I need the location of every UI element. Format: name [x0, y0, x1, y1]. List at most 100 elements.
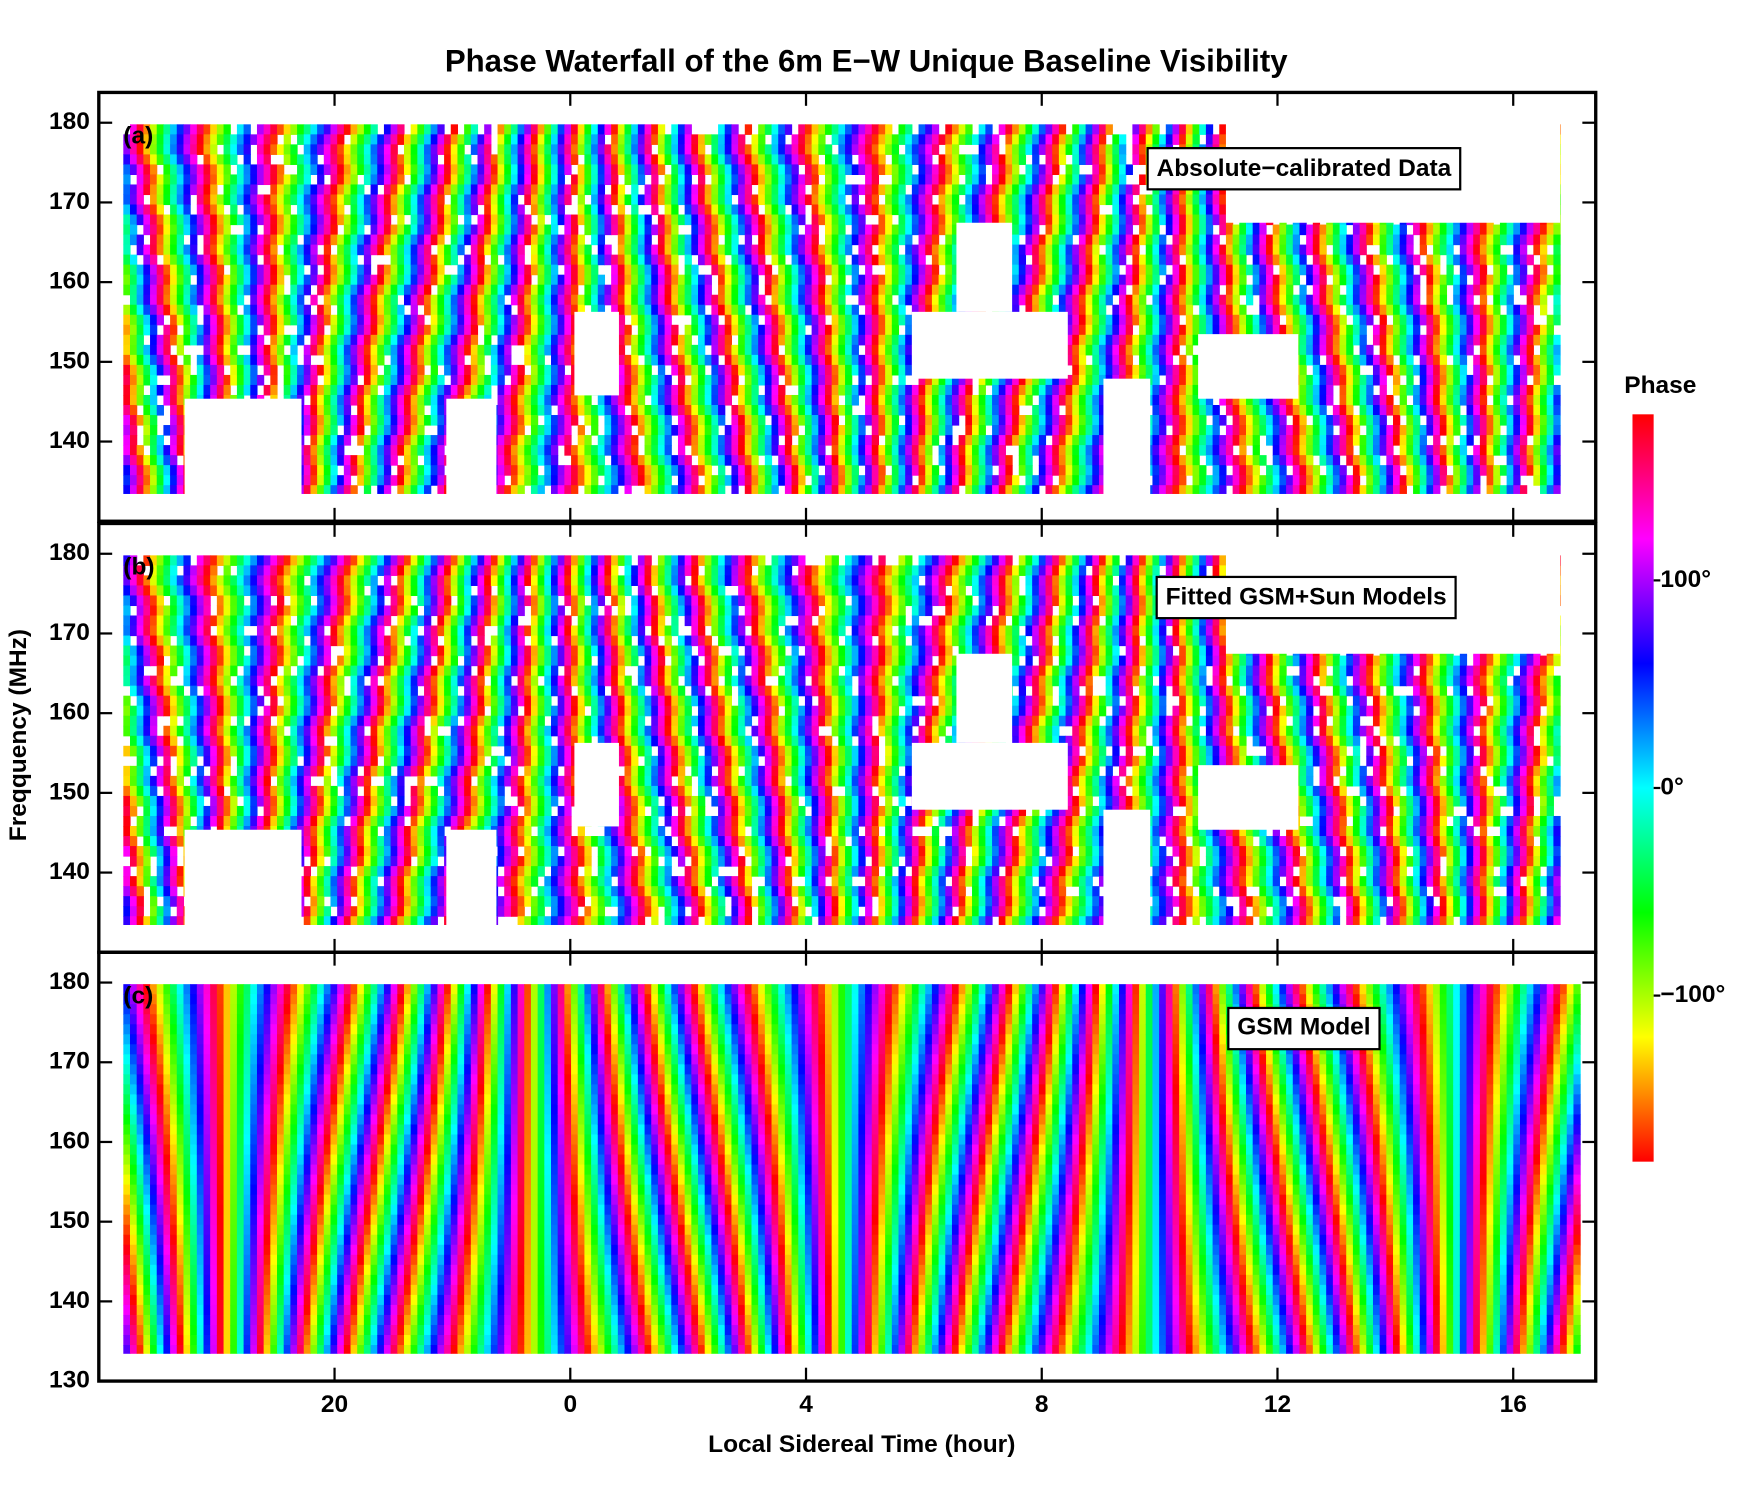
phase-cell — [357, 435, 365, 446]
phase-cell — [1105, 214, 1113, 226]
phase-cell — [744, 455, 753, 466]
phase-cell — [156, 304, 164, 316]
phase-cell — [798, 144, 806, 155]
phase-cell — [911, 274, 920, 286]
phase-cell — [878, 364, 886, 376]
phase-cell — [651, 134, 659, 145]
phase-cell — [357, 475, 365, 486]
phase-cell — [430, 354, 438, 366]
phase-cell — [457, 334, 465, 346]
phase-cell — [370, 214, 378, 226]
phase-cell — [851, 134, 859, 145]
phase-cell — [337, 374, 345, 386]
phase-cell — [764, 374, 773, 386]
phase-cell — [310, 314, 318, 326]
phase-cell — [631, 134, 639, 145]
phase-cell — [985, 485, 993, 494]
phase-cell — [1065, 254, 1073, 266]
phase-cell — [410, 334, 418, 346]
phase-cell — [551, 304, 559, 316]
phase-cell — [223, 254, 231, 266]
phase-cell — [390, 194, 398, 206]
phase-cell — [771, 344, 779, 356]
phase-cell — [557, 415, 565, 426]
phase-cell — [477, 144, 485, 155]
phase-cell — [617, 284, 626, 296]
phase-cell — [350, 364, 358, 376]
phase-cell — [517, 404, 525, 416]
phase-cell — [798, 204, 806, 216]
phase-cell — [297, 184, 305, 196]
phase-cell — [1052, 384, 1060, 396]
phase-cell — [230, 154, 238, 165]
phase-cell — [591, 404, 599, 416]
phase-cell — [170, 134, 178, 145]
phase-cell — [644, 234, 652, 246]
phase-cell — [310, 224, 318, 236]
phase-cell — [323, 334, 332, 346]
phase-cell — [691, 314, 699, 326]
phase-cell — [865, 164, 873, 176]
phase-cell — [377, 415, 385, 426]
phase-cell — [477, 284, 485, 296]
phase-cell — [537, 144, 545, 155]
phase-cell — [557, 404, 565, 416]
phase-cell — [163, 304, 171, 316]
phase-cell — [571, 415, 579, 426]
phase-cell — [170, 254, 178, 266]
phase-cell — [196, 144, 205, 155]
phase-cell — [671, 404, 679, 416]
phase-cell — [330, 264, 338, 276]
phase-cell — [885, 254, 893, 266]
phase-cell — [851, 164, 859, 176]
phase-cell — [791, 334, 799, 346]
phase-cell — [437, 194, 445, 206]
phase-cell — [1092, 254, 1100, 266]
phase-cell — [651, 465, 659, 476]
phase-cell — [1005, 404, 1013, 416]
phase-cell — [711, 234, 719, 246]
phase-cell — [1058, 465, 1067, 476]
phase-cell — [163, 354, 171, 366]
phase-cell — [764, 334, 773, 346]
phase-cell — [898, 184, 906, 196]
phase-cell — [397, 124, 405, 135]
phase-cell — [911, 445, 920, 456]
phase-cell — [190, 214, 198, 226]
phase-cell — [437, 415, 445, 426]
phase-cell — [430, 194, 438, 206]
phase-cell — [597, 394, 606, 406]
phase-cell — [885, 244, 893, 256]
phase-cell — [270, 264, 278, 276]
phase-cell — [965, 415, 973, 426]
phase-cell — [664, 194, 672, 206]
phase-cell — [898, 304, 906, 316]
phase-cell — [430, 164, 438, 176]
phase-cell — [464, 194, 472, 206]
phase-cell — [851, 324, 859, 336]
phase-cell — [1018, 274, 1027, 286]
phase-cell — [778, 224, 786, 236]
phase-cell — [978, 404, 986, 416]
phase-cell — [136, 124, 144, 135]
phase-cell — [577, 455, 585, 466]
phase-cell — [203, 334, 211, 346]
phase-cell — [450, 334, 459, 346]
phase-cell — [798, 475, 806, 486]
phase-cell — [918, 264, 926, 276]
phase-cell — [163, 294, 171, 306]
phase-cell — [931, 384, 940, 396]
phase-cell — [564, 134, 572, 145]
phase-cell — [624, 274, 632, 286]
phase-cell — [283, 214, 291, 226]
phase-cell — [343, 124, 352, 135]
phase-cell — [1092, 214, 1100, 226]
phase-cell — [704, 415, 712, 426]
phase-cell — [210, 284, 218, 296]
phase-cell — [784, 284, 793, 296]
phase-cell — [791, 234, 799, 246]
phase-cell — [1052, 455, 1060, 466]
phase-cell — [865, 174, 873, 186]
phase-cell — [698, 435, 706, 446]
phase-cell — [350, 465, 358, 476]
